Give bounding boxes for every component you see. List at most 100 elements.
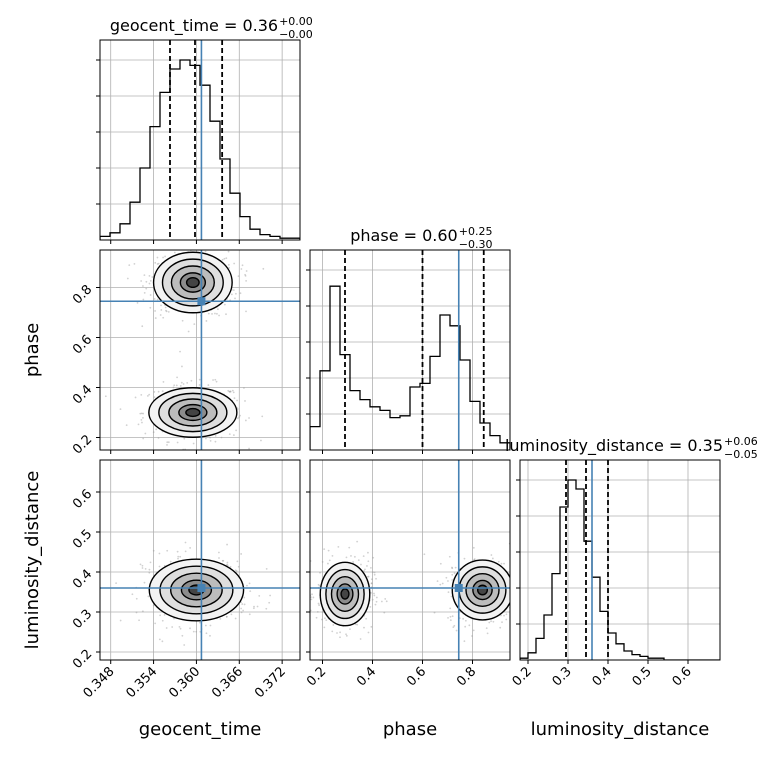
scatter-point xyxy=(163,613,166,616)
scatter-point xyxy=(236,399,238,402)
scatter-point xyxy=(225,257,228,260)
scatter-point xyxy=(142,437,145,440)
scatter-point xyxy=(372,556,375,559)
scatter-point xyxy=(164,255,166,258)
scatter-point xyxy=(205,437,207,440)
x-axis-label: luminosity_distance xyxy=(531,719,710,740)
contour-line xyxy=(152,251,233,314)
contour-line xyxy=(325,568,365,620)
scatter-point xyxy=(449,607,452,610)
truth-marker xyxy=(197,297,206,306)
scatter-point xyxy=(186,381,189,384)
scatter-point xyxy=(240,607,243,610)
scatter-point xyxy=(328,559,331,562)
scatter-point xyxy=(232,391,235,394)
x-tick-label: 0.6 xyxy=(404,664,429,689)
scatter-point xyxy=(218,551,220,554)
scatter-point xyxy=(177,557,179,560)
scatter-point xyxy=(356,623,359,626)
scatter-point xyxy=(173,251,176,254)
scatter-point xyxy=(307,604,309,606)
scatter-point xyxy=(490,554,493,556)
x-axis-label: phase xyxy=(383,719,437,740)
title-minus: −0.00 xyxy=(279,28,313,41)
scatter-point xyxy=(345,634,348,637)
scatter-point xyxy=(153,391,156,393)
axes-frame xyxy=(519,459,721,661)
scatter-point xyxy=(492,620,495,623)
scatter-point xyxy=(357,559,360,562)
pair-panel-geocent_time-phase: 0.2 0.4 0.6 0.8 xyxy=(70,243,301,457)
scatter-point xyxy=(439,583,442,586)
scatter-point xyxy=(238,416,241,419)
scatter-point xyxy=(501,621,503,624)
scatter-point xyxy=(345,556,348,559)
scatter-point xyxy=(336,632,338,634)
axis-labels: geocent_time phase luminosity_distancephas… xyxy=(22,323,709,740)
y-tick-label: 0.2 xyxy=(70,432,95,457)
contour-line xyxy=(179,272,207,293)
scatter-point xyxy=(237,275,240,278)
scatter-point xyxy=(189,547,192,549)
scatter-point xyxy=(153,298,156,300)
scatter-point xyxy=(505,618,508,621)
scatter-point xyxy=(243,603,246,606)
density-level xyxy=(186,277,200,288)
scatter-point xyxy=(265,607,268,610)
scatter-point xyxy=(192,442,195,445)
title-plus: +0.00 xyxy=(279,15,313,28)
x-tick-label: 0.354 xyxy=(123,664,160,701)
scatter-point xyxy=(235,570,238,572)
scatter-point xyxy=(323,626,326,629)
scatter-point xyxy=(500,614,502,617)
scatter-point xyxy=(207,384,210,386)
scatter-point xyxy=(453,624,456,627)
scatter-point xyxy=(141,564,144,567)
scatter-point xyxy=(152,549,155,552)
scatter-point xyxy=(447,616,449,619)
scatter-point xyxy=(195,630,198,633)
scatter-point xyxy=(373,592,375,595)
scatter-point xyxy=(248,447,250,450)
panel-title: luminosity_distance = 0.35 xyxy=(505,436,723,456)
scatter-point xyxy=(349,628,351,631)
scatter-point xyxy=(198,621,201,624)
scatter-point xyxy=(147,595,150,598)
title-minus: −0.30 xyxy=(459,238,493,251)
scatter-point xyxy=(149,561,152,564)
contour-line xyxy=(148,387,238,438)
scatter-point xyxy=(450,595,453,598)
scatter-point xyxy=(227,389,230,392)
contour-line xyxy=(170,572,223,608)
scatter-point xyxy=(454,566,457,569)
scatter-point xyxy=(227,263,230,266)
scatter-point xyxy=(367,575,370,578)
scatter-point xyxy=(167,441,170,444)
scatter-point xyxy=(207,312,210,315)
scatter-point xyxy=(142,417,144,419)
scatter-point xyxy=(173,243,175,245)
scatter-point xyxy=(183,437,186,440)
scatter-point xyxy=(512,601,514,603)
contour-line xyxy=(180,579,213,601)
scatter-point xyxy=(246,584,248,587)
scatter-point xyxy=(145,287,148,290)
scatter-point xyxy=(445,576,448,579)
x-tick-label: 0.3 xyxy=(550,664,575,689)
x-tick-label: 0.360 xyxy=(166,664,203,701)
scatter-point xyxy=(370,625,373,628)
scatter-point xyxy=(370,592,372,594)
scatter-point xyxy=(319,571,321,574)
scatter-point xyxy=(205,320,208,322)
y-tick-label: 0.3 xyxy=(70,607,95,632)
scatter-point xyxy=(235,429,238,432)
scatter-point xyxy=(367,560,370,563)
scatter-point xyxy=(239,414,241,417)
scatter-point xyxy=(221,559,224,562)
scatter-point xyxy=(452,626,455,628)
scatter-point xyxy=(352,560,354,563)
scatter-point xyxy=(302,570,304,572)
scatter-point xyxy=(139,563,142,566)
scatter-point xyxy=(370,566,372,569)
